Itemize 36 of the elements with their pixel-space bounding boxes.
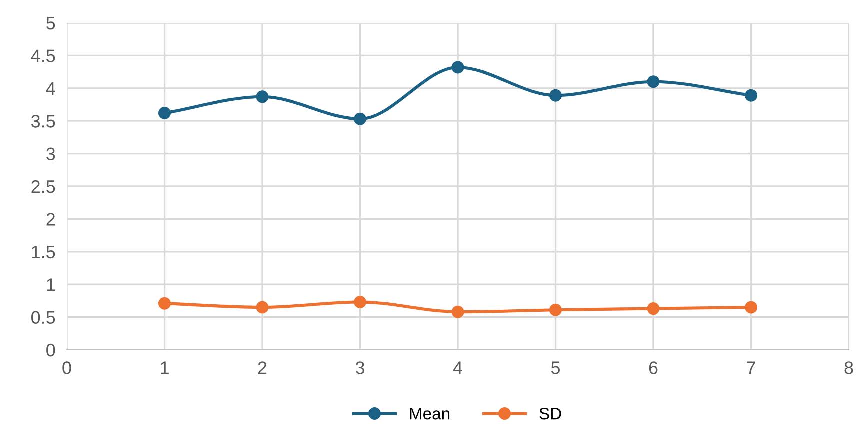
point: [745, 301, 758, 314]
y-tick-label: 3: [46, 148, 56, 161]
x-tick-label: 3: [356, 362, 364, 374]
x-tick-label: 4: [453, 362, 462, 374]
y-tick-label: 2.5: [32, 180, 56, 194]
y-tick-label: 5: [46, 17, 56, 30]
x-tick-label: 1: [161, 362, 169, 374]
x-tick-label: 2: [258, 362, 267, 374]
y-tick-label: 3.5: [31, 115, 56, 128]
point: [354, 112, 366, 126]
x-tick-label: 0: [62, 362, 72, 374]
point: [745, 89, 758, 102]
point: [647, 76, 660, 88]
x-tick-label: 5: [551, 362, 560, 374]
point: [354, 296, 366, 309]
point: [452, 306, 464, 318]
point: [256, 90, 269, 104]
x-tick-label: 7: [747, 362, 756, 374]
y-tick-label: 2: [46, 213, 55, 226]
point: [158, 297, 171, 310]
point: [452, 61, 464, 74]
x-tick-label: 8: [844, 362, 854, 374]
x-tick-label: 6: [649, 362, 658, 374]
legend-label: Mean: [410, 408, 450, 420]
point: [158, 107, 171, 120]
y-tick-label: 4: [46, 82, 56, 95]
y-tick-label: 0.5: [31, 311, 56, 324]
y-tick-label: 4.5: [31, 50, 56, 62]
y-tick-label: 1.5: [32, 246, 56, 259]
point: [550, 304, 562, 316]
point: [256, 301, 269, 314]
point: [550, 89, 562, 102]
y-tick-label: 1: [47, 278, 56, 292]
y-tick-label: 0: [46, 344, 56, 357]
point: [647, 302, 660, 316]
legend-label: SD: [540, 408, 562, 420]
